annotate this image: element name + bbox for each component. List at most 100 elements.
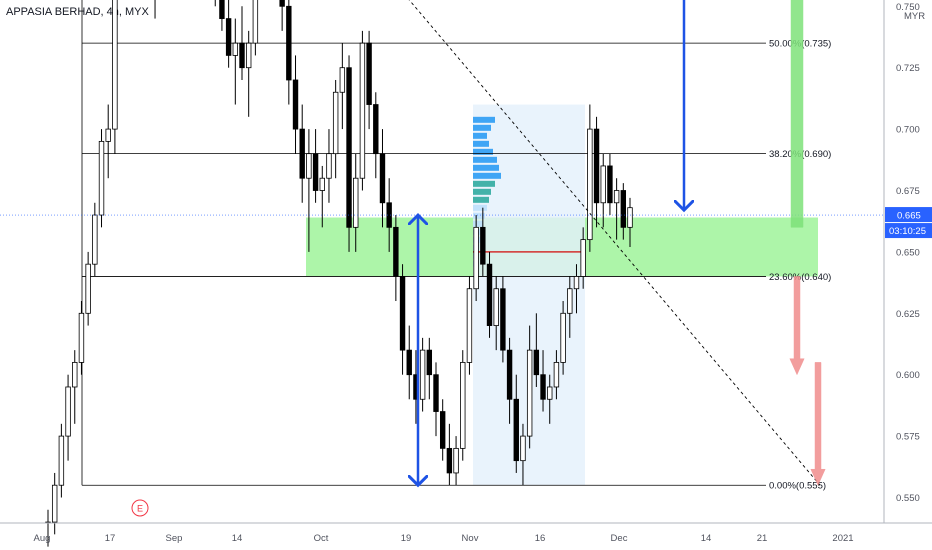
y-tick-label: 0.625 [896,309,920,320]
volume-profile-bar [473,180,495,187]
candle-body [607,165,613,204]
candle-body [547,386,553,400]
candle [593,116,600,228]
x-tick-label: 14 [232,533,243,544]
candle-body [232,42,239,56]
candle [78,301,85,375]
candle-body [460,362,466,449]
candle [219,0,225,31]
candle-body [85,263,91,314]
candle [439,399,446,461]
candle-body [513,398,519,462]
candle [332,79,339,179]
volume-profile-bar [473,140,489,147]
candle [620,183,627,240]
candle-body [520,435,526,462]
candle [65,374,71,461]
volume-profile-bar [473,156,497,163]
candle-body [379,153,386,204]
trendline-dashed [408,0,821,486]
candle-body [58,435,65,486]
candle [453,436,459,486]
volume-profile-bar [473,188,491,195]
candle [214,0,216,7]
candle-body [553,362,560,388]
candle-body [332,91,339,155]
fib-level-label: 0.00%(0.555) [769,481,826,492]
candle-body [252,0,259,44]
candle [373,92,379,179]
volume-profile-bar [473,164,499,171]
candle-body [399,276,406,351]
volume-profile-bar [473,132,487,139]
candle [98,129,105,228]
candle-body [486,263,493,326]
candle [326,129,332,203]
candle [366,30,372,130]
candle-body [98,140,105,216]
candle-body [620,190,627,228]
y-tick-label: 0.550 [896,493,920,504]
candle [306,129,312,252]
current-price-label: 0.665 [897,211,921,222]
candle-body [359,42,366,179]
candle [493,276,499,351]
candle [51,472,58,535]
candle [560,301,566,375]
x-tick-label: 17 [105,533,116,544]
candle-body [326,153,332,179]
candle [433,362,439,437]
candle-body [600,165,606,204]
candle-body [393,226,399,277]
x-tick-label: Aug [34,533,51,544]
candle [154,0,156,19]
candle-body [419,349,426,400]
candle [600,153,606,228]
candle [252,0,259,56]
candle [406,325,412,400]
candle [379,129,386,228]
candle [627,197,633,247]
candle-body [593,128,600,204]
candle [553,350,560,400]
candle-body [65,386,71,437]
candle [393,215,399,302]
candle [239,6,245,80]
candle-body [439,411,446,449]
candle [225,0,232,68]
candle-body [500,288,506,351]
candle [500,276,506,363]
volume-profile-bar [473,148,493,155]
candle [279,0,285,31]
volume-profile-bar [473,172,501,179]
candle-body [339,67,346,93]
candle-body [587,128,593,241]
candle [299,104,305,203]
y-tick-label: 0.600 [896,370,920,381]
candle-body [573,276,580,290]
y-tick-label: 0.750 [896,2,920,13]
candle [399,264,406,375]
candle [112,0,118,154]
candle-body [225,18,232,56]
candle [105,104,111,179]
candle-body [506,349,513,400]
candle [520,423,526,486]
candle-body [353,177,359,228]
candle-body [493,288,499,326]
candle-body [433,374,439,412]
volume-profile-bar [473,196,489,203]
candle [72,350,78,424]
candle [426,337,433,400]
candle [353,153,359,252]
candle-body [346,67,352,228]
candle [386,178,392,252]
candle-body [446,447,453,474]
x-tick-label: Sep [166,533,183,544]
candle-body [480,226,486,265]
earnings-marker [131,499,149,517]
candle-body [286,5,292,81]
candle [547,374,553,424]
candle-body [473,226,479,290]
